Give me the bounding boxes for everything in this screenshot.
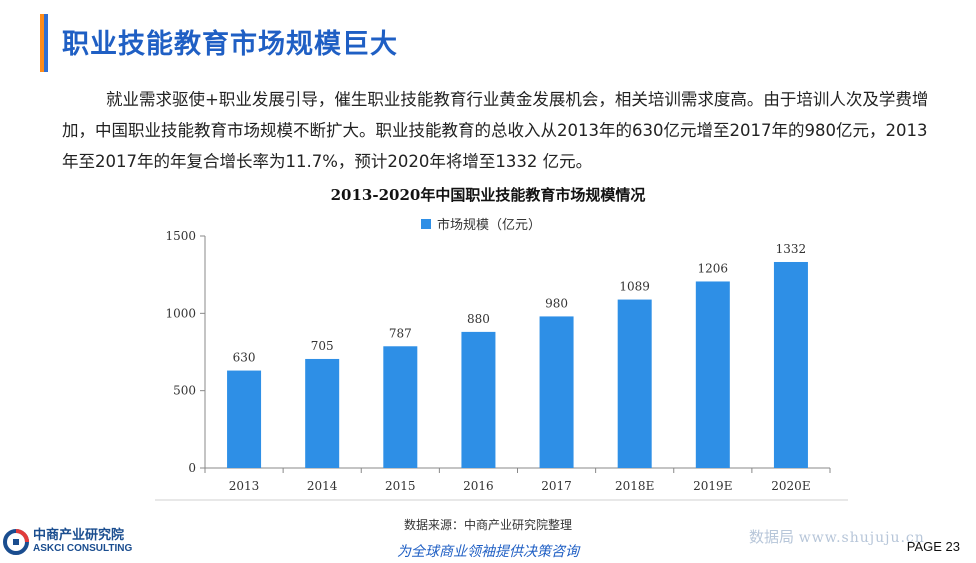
x-tick-label: 2016 <box>463 479 494 493</box>
watermark: 数据局 www.shujuju.cn <box>749 526 925 547</box>
bar <box>617 299 652 468</box>
chart-legend: 市场规模（亿元） <box>421 214 541 233</box>
y-tick-label: 1000 <box>165 306 196 320</box>
data-label: 880 <box>467 312 490 326</box>
watermark-url: www.shujuju.cn <box>798 530 925 546</box>
data-label: 630 <box>233 351 256 365</box>
x-tick-label: 2015 <box>385 479 416 493</box>
watermark-text: 数据局 <box>749 528 795 546</box>
slogan: 为全球商业领袖提供决策咨询 <box>397 544 579 560</box>
legend-swatch <box>421 218 431 229</box>
chart-title: 2013-2020年中国职业技能教育市场规模情况 <box>330 186 646 204</box>
bar <box>383 346 418 468</box>
data-label: 705 <box>311 339 334 353</box>
intro-paragraph: 就业需求驱使+职业发展引导，催生职业技能教育行业黄金发展机会，相关培训需求度高。… <box>62 90 929 171</box>
logo-name-en: ASKCI CONSULTING <box>33 543 133 554</box>
title-accent-stripe <box>40 14 44 72</box>
x-tick-label: 2020E <box>771 479 810 493</box>
source-note: 数据来源：中商产业研究院整理 <box>403 518 572 532</box>
bar <box>695 281 730 468</box>
x-tick-label: 2018E <box>615 479 654 493</box>
page-title: 职业技能教育市场规模巨大 <box>62 29 398 60</box>
legend-label: 市场规模（亿元） <box>437 218 542 233</box>
bar <box>773 261 808 468</box>
x-tick-label: 2014 <box>307 479 338 493</box>
logo-name-cn: 中商产业研究院 <box>33 528 125 543</box>
bar <box>305 358 340 468</box>
logo-icon <box>3 529 29 555</box>
x-tick-label: 2013 <box>229 479 260 493</box>
x-tick-label: 2019E <box>693 479 732 493</box>
title-accent-bar <box>40 14 48 72</box>
bar <box>539 316 574 468</box>
y-tick-label: 500 <box>173 384 196 398</box>
data-label: 1089 <box>619 280 650 294</box>
data-label: 787 <box>389 326 412 340</box>
bar <box>227 370 262 468</box>
x-tick-label: 2017 <box>541 479 572 493</box>
y-tick-label: 0 <box>188 461 196 475</box>
data-label: 980 <box>545 296 568 310</box>
y-tick-label: 1500 <box>165 229 196 243</box>
page-number: PAGE 23 <box>906 539 960 554</box>
bar <box>461 331 496 468</box>
company-logo: 中商产业研究院 ASKCI CONSULTING <box>3 529 132 555</box>
data-label: 1206 <box>698 261 729 275</box>
data-label: 1332 <box>776 242 807 256</box>
